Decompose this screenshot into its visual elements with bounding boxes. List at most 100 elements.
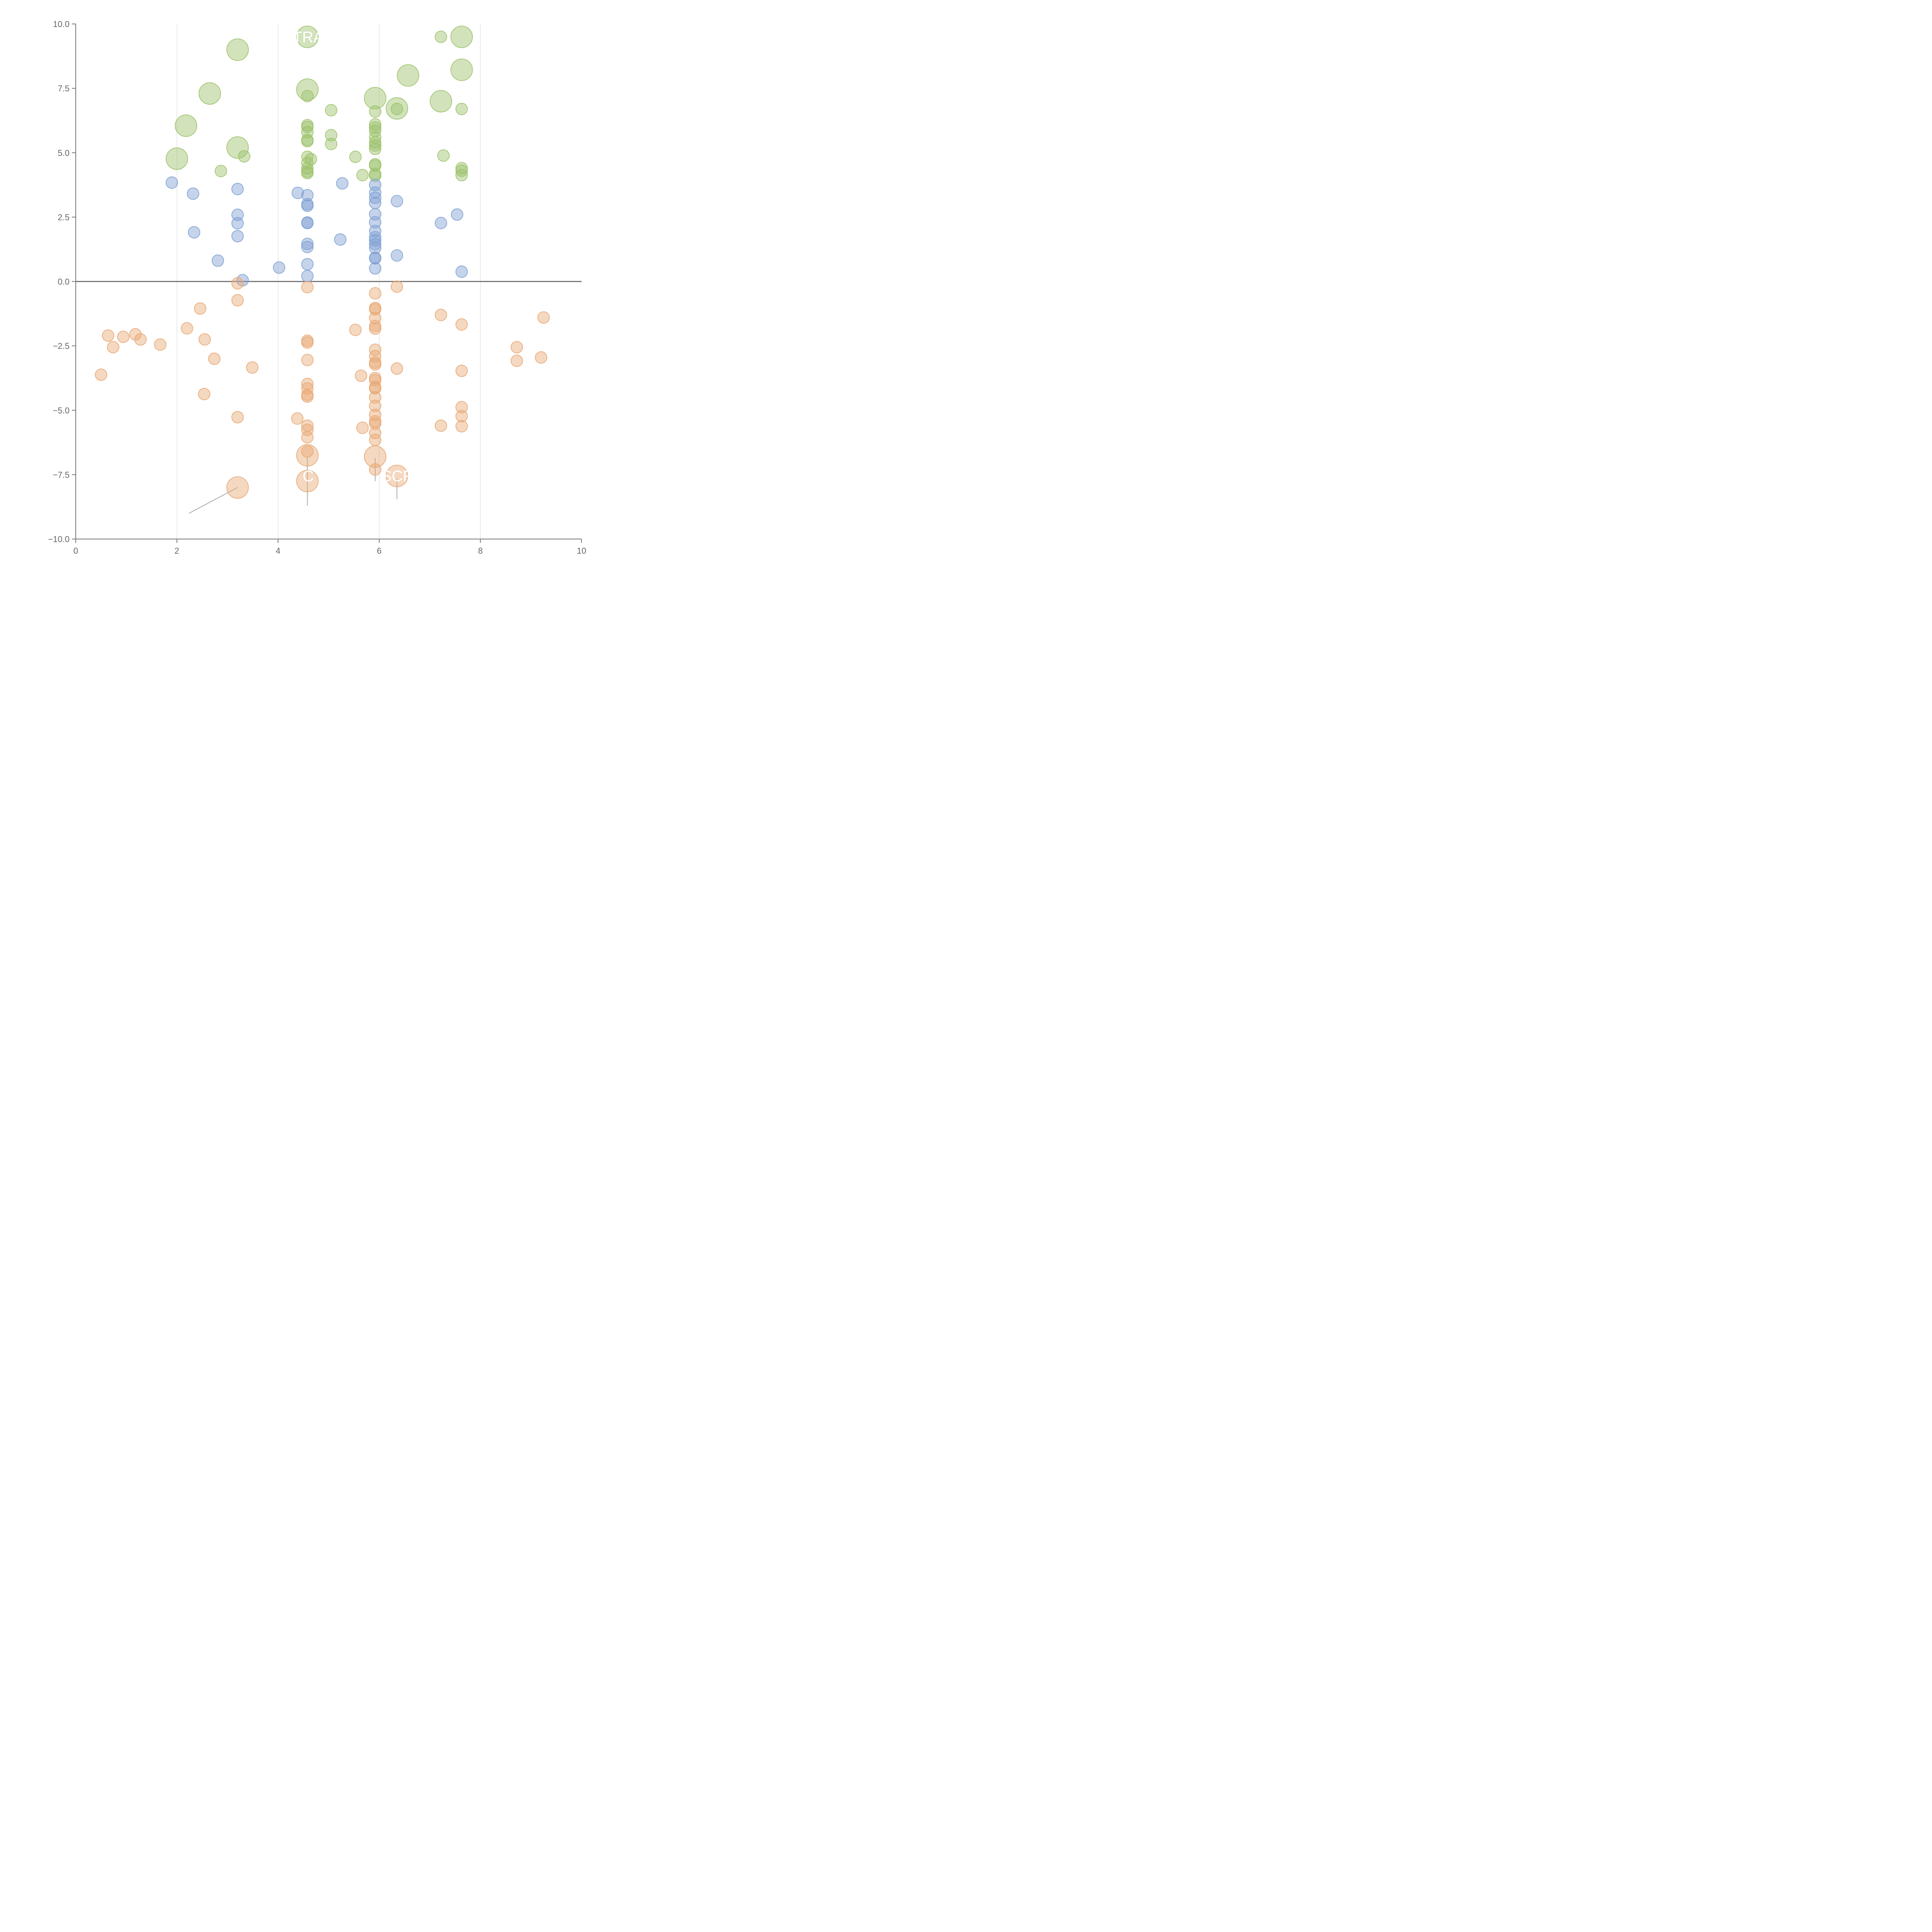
point-middle (369, 197, 381, 209)
point-lower (369, 322, 381, 335)
point-lower (369, 303, 381, 316)
point-lower (455, 401, 468, 413)
large-point-upper (450, 58, 473, 81)
point-middle (165, 176, 178, 189)
y-tick-label: 0.0 (58, 277, 70, 287)
point-lower (391, 362, 403, 375)
point-lower (194, 302, 207, 315)
point-upper (455, 162, 468, 175)
large-point-upper (198, 82, 221, 105)
large-point-upper (226, 136, 249, 159)
point-lower (391, 280, 403, 293)
point-middle (301, 258, 314, 270)
point-middle (301, 217, 314, 230)
point-upper (435, 31, 447, 43)
point-middle (211, 254, 224, 267)
y-tick-label: −5.0 (53, 406, 70, 415)
y-tick-label: 2.5 (58, 213, 70, 222)
point-lower (510, 354, 523, 367)
large-point-upper (226, 38, 249, 61)
large-point-lower (296, 444, 319, 467)
large-point-upper (296, 78, 319, 101)
point-middle (231, 217, 244, 230)
point-upper (304, 153, 317, 165)
point-middle (369, 242, 381, 254)
point-middle (369, 186, 381, 199)
point-upper (214, 165, 227, 177)
data-points (95, 26, 550, 499)
point-middle (369, 231, 381, 243)
point-lower (117, 330, 130, 343)
point-lower (198, 333, 211, 346)
point-lower (246, 361, 259, 374)
y-tick-label: 5.0 (58, 148, 70, 158)
point-lower (301, 445, 314, 458)
point-upper (391, 102, 403, 115)
large-point-lower (386, 464, 408, 487)
large-point-upper (386, 97, 408, 120)
point-middle (369, 216, 381, 229)
point-middle (391, 195, 403, 207)
point-middle (334, 233, 347, 246)
point-lower (291, 412, 304, 425)
point-middle (369, 191, 381, 204)
point-lower (369, 287, 381, 300)
point-lower (369, 320, 381, 332)
point-lower (356, 422, 369, 434)
x-tick-label: 2 (175, 546, 179, 556)
point-lower (102, 329, 114, 342)
point-upper (349, 150, 362, 163)
point-lower (369, 382, 381, 395)
point-lower (537, 311, 550, 324)
point-middle (291, 187, 304, 199)
point-lower (129, 328, 142, 341)
large-point-upper (175, 114, 197, 137)
point-lower (301, 281, 314, 294)
point-lower (535, 351, 548, 364)
point-lower (369, 408, 381, 421)
point-lower (369, 358, 381, 371)
point-upper (301, 167, 314, 179)
point-label: SCR (381, 468, 414, 485)
point-label: C (303, 468, 314, 485)
point-lower (301, 354, 314, 366)
point-middle (369, 238, 381, 250)
y-tick-label: 7.5 (58, 84, 70, 94)
large-point-lower (296, 470, 319, 493)
point-lower (107, 341, 119, 354)
y-tick-label: −7.5 (53, 470, 70, 480)
point-lower (349, 323, 362, 336)
point-upper (455, 169, 468, 182)
point-lower (95, 368, 107, 381)
point-upper (369, 143, 381, 155)
point-upper (301, 162, 314, 175)
point-middle (369, 252, 381, 265)
point-upper (301, 121, 314, 133)
point-lower (369, 344, 381, 356)
point-labels: TRA C SCR (293, 29, 414, 485)
point-lower (369, 463, 381, 476)
point-lower (369, 427, 381, 439)
point-lower (510, 341, 523, 354)
point-upper (301, 156, 314, 169)
point-lower (134, 333, 147, 346)
point-lower (435, 309, 447, 321)
point-lower (231, 411, 244, 423)
point-middle (188, 226, 201, 239)
point-lower (198, 388, 211, 400)
point-lower (180, 322, 193, 335)
x-tick-label: 4 (276, 546, 280, 556)
point-lower (208, 352, 221, 365)
point-middle (187, 187, 199, 200)
x-tick-label: 0 (73, 546, 78, 556)
point-upper (356, 169, 369, 182)
point-lower (435, 419, 447, 432)
point-lower (369, 417, 381, 430)
point-lower (369, 434, 381, 446)
y-tick-label: −2.5 (53, 341, 70, 351)
point-middle (435, 217, 447, 230)
point-lower (355, 369, 367, 382)
point-upper (437, 149, 450, 162)
point-lower (231, 294, 244, 307)
scatter-chart: −10.0 −7.5 −5.0 −2.5 0.0 2.5 5.0 7.5 10.0 0 2 4 6 8 1… (48, 19, 586, 556)
